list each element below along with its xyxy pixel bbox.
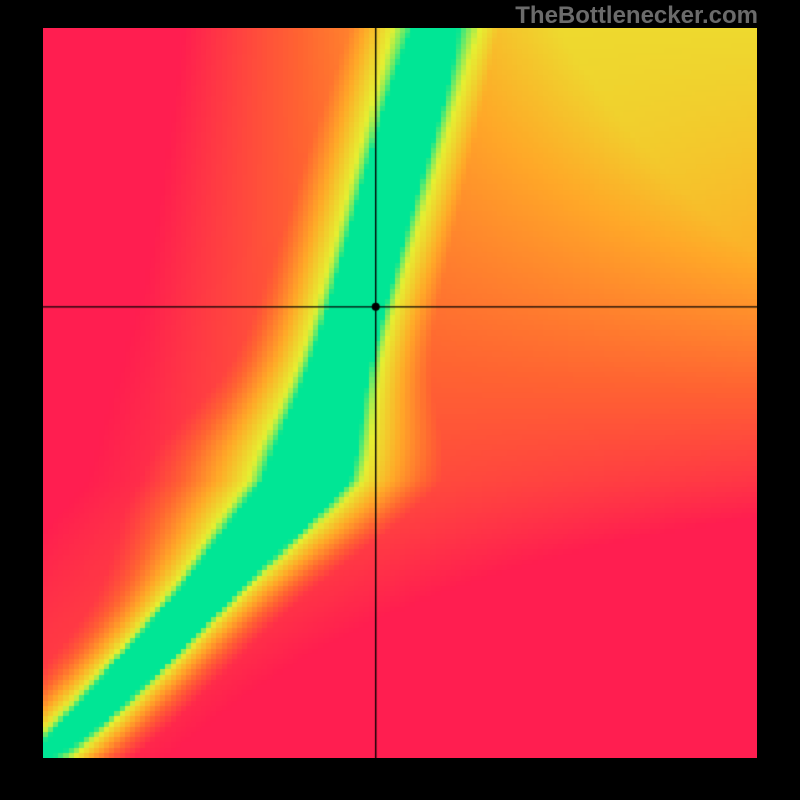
bottleneck-heatmap <box>43 28 757 758</box>
chart-container: TheBottlenecker.com <box>0 0 800 800</box>
watermark-text: TheBottlenecker.com <box>515 2 758 30</box>
